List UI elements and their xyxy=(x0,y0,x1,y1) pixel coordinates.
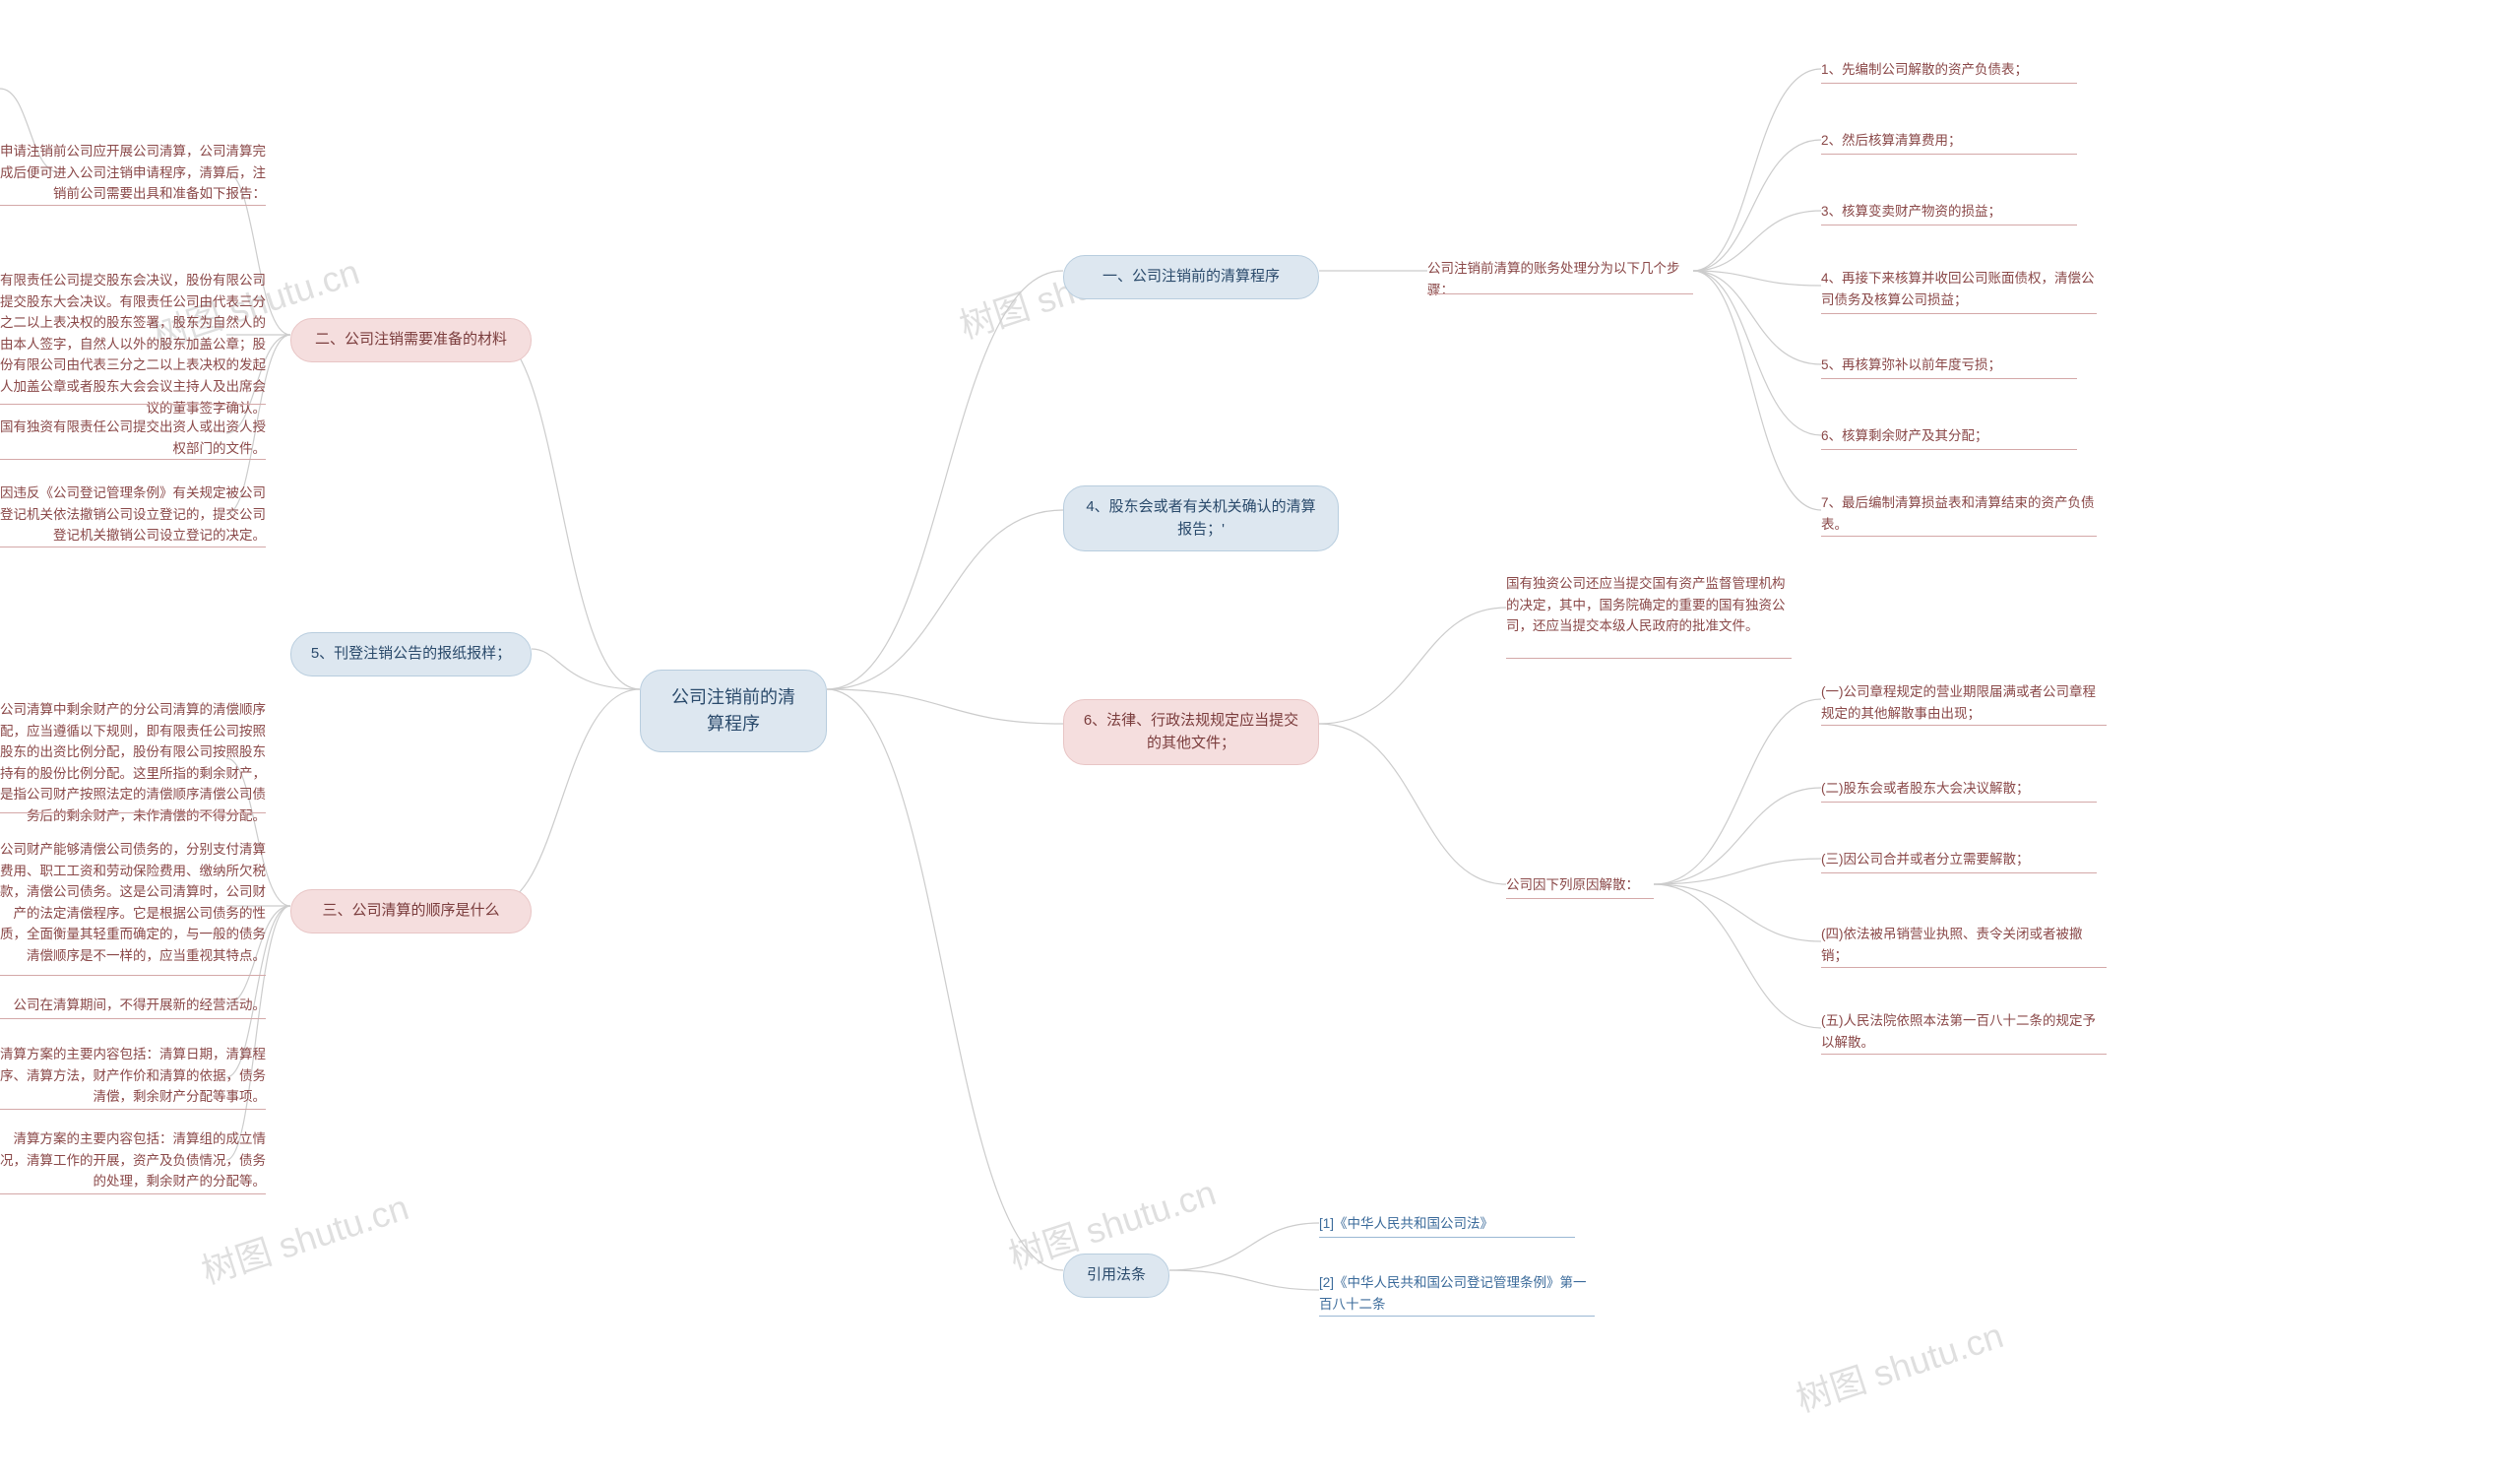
r6-s2-leaf-3: (三)因公司合并或者分立需要解散； xyxy=(1821,849,2097,870)
branch-l3: 三、公司清算的顺序是什么 xyxy=(290,889,532,933)
l2-d-leaf-3: 因违反《公司登记管理条例》有关规定被公司登记机关依法撤销公司设立登记的，提交公司… xyxy=(0,483,266,547)
refs-leaf-1: [1]《中华人民共和国公司法》 xyxy=(1319,1213,1575,1235)
r6-s2-leaf-1: (一)公司章程规定的营业期限届满或者公司章程规定的其他解散事由出现； xyxy=(1821,681,2107,724)
watermark: 树图 shutu.cn xyxy=(1789,1308,2008,1423)
center-node: 公司注销前的清算程序 xyxy=(640,670,827,752)
r1-leaf-4: 4、再接下来核算并收回公司账面债权，清偿公司债务及核算公司损益； xyxy=(1821,268,2097,310)
r1-leaf-1: 1、先编制公司解散的资产负债表； xyxy=(1821,59,2077,81)
r6-sub2: 公司因下列原因解散： xyxy=(1506,874,1654,896)
branch-r4: 4、股东会或者有关机关确认的清算报告；' xyxy=(1063,485,1339,551)
l3-leaf-2: 公司财产能够清偿公司债务的，分别支付清算费用、职工工资和劳动保险费用、缴纳所欠税… xyxy=(0,839,266,967)
r6-s2-leaf-4: (四)依法被吊销营业执照、责令关闭或者被撤销； xyxy=(1821,924,2107,966)
l2-subheader: 申请注销前公司应开展公司清算，公司清算完成后便可进入公司注销申请程序，清算后，注… xyxy=(0,141,266,205)
watermark: 树图 shutu.cn xyxy=(194,1180,413,1295)
branch-r6: 6、法律、行政法规规定应当提交的其他文件； xyxy=(1063,699,1319,765)
branch-r1: 一、公司注销前的清算程序 xyxy=(1063,255,1319,299)
l3-leaf-3: 公司在清算期间，不得开展新的经营活动。 xyxy=(0,995,266,1016)
r6-sub1: 国有独资公司还应当提交国有资产监督管理机构的决定，其中，国务院确定的重要的国有独… xyxy=(1506,573,1792,637)
branch-l5: 5、刊登注销公告的报纸报样； xyxy=(290,632,532,676)
r6-s2-leaf-5: (五)人民法院依照本法第一百八十二条的规定予以解散。 xyxy=(1821,1010,2107,1053)
r1-leaf-5: 5、再核算弥补以前年度亏损； xyxy=(1821,354,2077,376)
branch-l2: 二、公司注销需要准备的材料 xyxy=(290,318,532,362)
r1-leaf-2: 2、然后核算清算费用； xyxy=(1821,130,2077,152)
l2-d-leaf-1: 有限责任公司提交股东会决议，股份有限公司提交股东大会决议。有限责任公司由代表三分… xyxy=(0,270,266,418)
refs-leaf-2: [2]《中华人民共和国公司登记管理条例》第一百八十二条 xyxy=(1319,1272,1595,1315)
l3-leaf-4: 清算方案的主要内容包括：清算日期，清算程序、清算方法，财产作价和清算的依据，债务… xyxy=(0,1044,266,1108)
l3-leaf-5: 清算方案的主要内容包括：清算组的成立情况，清算工作的开展，资产及负债情况，债务的… xyxy=(0,1128,266,1192)
l3-leaf-1: 公司清算中剩余财产的分公司清算的清偿顺序配，应当遵循以下规则，即有限责任公司按照… xyxy=(0,699,266,827)
r1-leaf-3: 3、核算变卖财产物资的损益； xyxy=(1821,201,2077,223)
branch-refs: 引用法条 xyxy=(1063,1254,1169,1298)
r6-s2-leaf-2: (二)股东会或者股东大会决议解散； xyxy=(1821,778,2097,800)
r1-leaf-6: 6、核算剩余财产及其分配； xyxy=(1821,425,2077,447)
r1-leaf-7: 7、最后编制清算损益表和清算结束的资产负债表。 xyxy=(1821,492,2097,535)
l2-d-leaf-2: 国有独资有限责任公司提交出资人或出资人授权部门的文件。 xyxy=(0,417,266,459)
